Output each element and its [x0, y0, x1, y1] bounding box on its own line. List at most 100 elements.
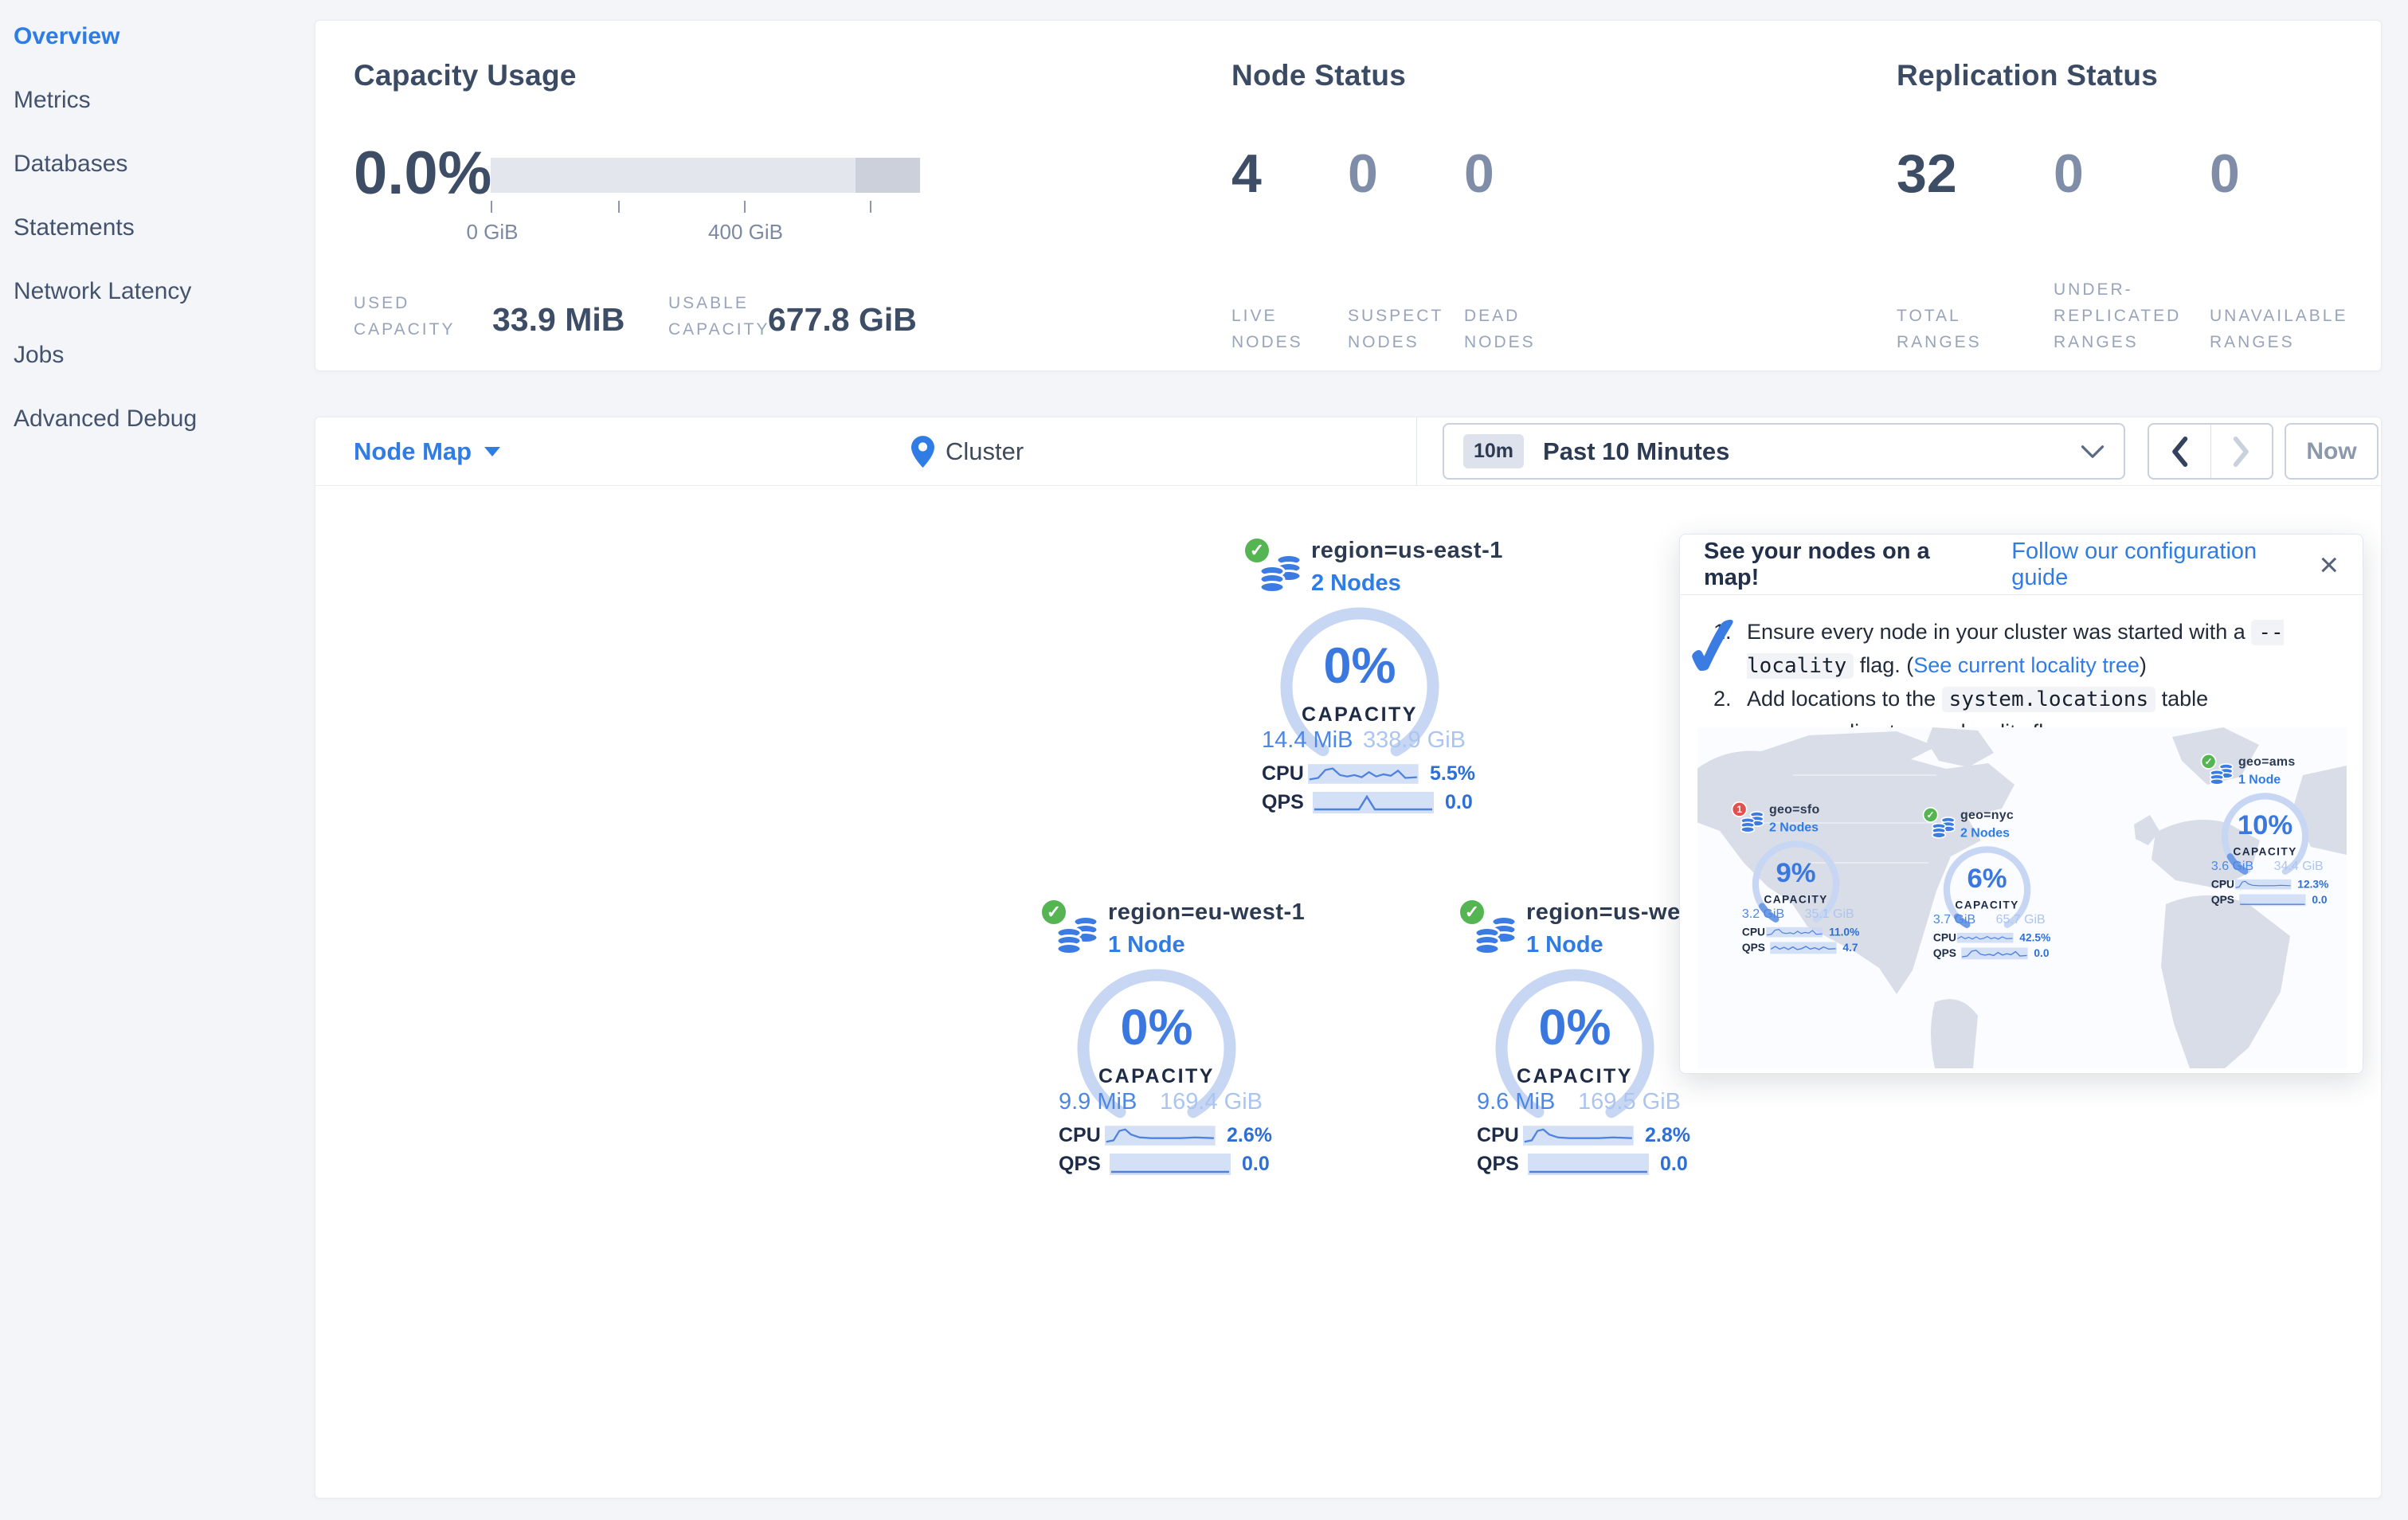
capacity-axis-tick: [744, 201, 746, 213]
region-nodes-link: 2 Nodes: [1769, 820, 1819, 835]
capacity-percent-value: 6%: [1967, 863, 2007, 894]
capacity-usage-title: Capacity Usage: [354, 59, 577, 92]
step-text: ): [2139, 653, 2147, 677]
region-title: geo=nyc: [1960, 808, 2014, 822]
time-range-dropdown[interactable]: 10m Past 10 Minutes: [1443, 423, 2125, 480]
sidebar: Overview Metrics Databases Statements Ne…: [0, 0, 315, 1520]
cpu-sparkline: [1765, 926, 1823, 938]
capacity-percent-value: 9%: [1776, 857, 1816, 888]
region-card-us-west-1: region=us-west-1 1 Node 0% CAPACITY 9.6 …: [1447, 898, 1723, 1178]
used-capacity: 9.6 MiB: [1477, 1089, 1556, 1115]
qps-sparkline: [1528, 1154, 1649, 1175]
region-card-eu-west-1: region=eu-west-1 1 Node 0% CAPACITY 9.9 …: [1028, 898, 1305, 1178]
view-mode-dropdown[interactable]: Node Map: [354, 417, 501, 485]
total-capacity: 169.5 GiB: [1578, 1089, 1681, 1115]
node-status-title: Node Status: [1231, 59, 1407, 92]
sidebar-item-advanced-debug[interactable]: Advanced Debug: [14, 405, 198, 432]
used-capacity: 9.9 MiB: [1059, 1089, 1137, 1115]
live-nodes-label: LIVE NODES: [1231, 307, 1303, 351]
time-forward-button[interactable]: [2210, 425, 2273, 478]
example-node-map-preview: 1 geo=sfo 2 Nodes 9% CAPACITY: [1697, 727, 2347, 1068]
sidebar-item-metrics[interactable]: Metrics: [14, 87, 91, 113]
locality-tree-link[interactable]: See current locality tree: [1913, 653, 2140, 677]
sidebar-item-jobs[interactable]: Jobs: [14, 342, 65, 368]
region-card-us-east-1: region=us-east-1 2 Nodes 0% CAPACITY 14.…: [1231, 536, 1502, 817]
suspect-nodes-stat: 0 SUSPECT NODES: [1348, 147, 1464, 355]
sidebar-item-network-latency[interactable]: Network Latency: [14, 278, 192, 304]
step-text: Ensure every node in your cluster was st…: [1747, 620, 2252, 644]
under-replicated-ranges-value: 0: [2054, 143, 2084, 204]
breadcrumb-label: Cluster: [946, 437, 1024, 465]
cpu-value: 2.8%: [1645, 1124, 1690, 1146]
capacity-label: CAPACITY: [1302, 703, 1418, 726]
cpu-label: CPU: [1741, 926, 1765, 938]
capacity-gauge: 9% CAPACITY: [1745, 838, 1846, 926]
tooltip-title: See your nodes on a map!: [1704, 538, 1930, 590]
qps-value: 4.7: [1842, 942, 1858, 954]
cpu-label: CPU: [1477, 1124, 1519, 1146]
geo-card-sfo: 1 geo=sfo 2 Nodes 9% CAPACITY: [1725, 801, 1870, 956]
suspect-nodes-label: SUSPECT NODES: [1348, 307, 1443, 351]
qps-value: 0.0: [2034, 947, 2050, 960]
status-ok-icon: [1458, 898, 1486, 926]
world-map: [1697, 727, 2347, 1068]
capacity-label: CAPACITY: [1955, 899, 2019, 911]
cpu-value: 11.0%: [1829, 926, 1860, 938]
time-range-badge: 10m: [1463, 434, 1525, 468]
capacity-gauge: 0% CAPACITY: [1065, 965, 1248, 1124]
live-nodes-stat: 4 LIVE NODES: [1231, 147, 1348, 355]
chevron-down-icon: [484, 446, 501, 456]
qps-label: QPS: [1059, 1153, 1101, 1175]
qps-value: 0.0: [1660, 1153, 1688, 1175]
region-nodes-link[interactable]: 1 Node: [1526, 932, 1603, 958]
region-title: region=us-east-1: [1311, 538, 1503, 563]
capacity-percent: 0.0%: [354, 139, 492, 207]
qps-sparkline: [1110, 1154, 1231, 1175]
cpu-label: CPU: [1932, 931, 1956, 944]
capacity-percent-value: 0%: [1538, 1000, 1611, 1056]
close-icon[interactable]: ×: [2319, 545, 2339, 583]
status-ok-icon: [2200, 754, 2217, 770]
now-button[interactable]: Now: [2285, 423, 2379, 480]
breadcrumb-cluster[interactable]: Cluster: [911, 417, 1024, 485]
qps-value: 0.0: [1242, 1153, 1270, 1175]
region-nodes-link[interactable]: 1 Node: [1108, 932, 1185, 958]
region-nodes-link[interactable]: 2 Nodes: [1311, 570, 1401, 596]
chevron-right-icon: [2233, 436, 2249, 467]
chevron-left-icon: [2172, 436, 2188, 467]
capacity-label: CAPACITY: [1098, 1065, 1215, 1087]
sidebar-item-statements[interactable]: Statements: [14, 214, 135, 241]
unavailable-ranges-stat: 0 UNAVAILABLE RANGES: [2210, 147, 2369, 355]
unavailable-ranges-label: UNAVAILABLE RANGES: [2210, 307, 2348, 351]
capacity-percent-value: 10%: [2237, 809, 2293, 840]
capacity-percent-value: 0%: [1120, 1000, 1193, 1056]
cluster-stats-panel: Capacity Usage 0.0% 0 GiB 400 GiB USED C…: [315, 20, 2382, 371]
total-capacity: 34.4 GiB: [2273, 859, 2324, 873]
cpu-value: 5.5%: [1430, 762, 1475, 785]
capacity-label: CAPACITY: [1764, 893, 1828, 906]
step-number: 1.: [1713, 620, 1732, 644]
sidebar-item-overview[interactable]: Overview: [14, 23, 120, 49]
sidebar-item-databases[interactable]: Databases: [14, 151, 128, 177]
time-back-button[interactable]: [2149, 425, 2210, 478]
qps-label: QPS: [1262, 791, 1304, 813]
capacity-label: CAPACITY: [2233, 845, 2297, 858]
node-map-toolbar: Node Map Cluster 10m Past 10 Minutes: [315, 417, 2381, 486]
time-step-buttons: [2148, 423, 2273, 480]
used-capacity: 3.2 GiB: [1741, 907, 1785, 921]
used-capacity: 14.4 MiB: [1262, 727, 1353, 753]
usable-capacity-label: USABLE CAPACITY: [668, 294, 770, 339]
view-mode-label: Node Map: [354, 437, 472, 465]
replication-status-title: Replication Status: [1897, 59, 2159, 92]
qps-sparkline: [1961, 947, 2028, 960]
cpu-sparkline: [1308, 764, 1419, 784]
time-range-label: Past 10 Minutes: [1543, 437, 1730, 465]
suspect-nodes-value: 0: [1348, 143, 1378, 204]
qps-label: QPS: [1932, 947, 1956, 960]
capacity-axis-label-400: 400 GiB: [708, 220, 783, 244]
dead-nodes-label: DEAD NODES: [1464, 307, 1536, 351]
region-title: geo=sfo: [1769, 802, 1820, 817]
configuration-guide-link[interactable]: Follow our configuration guide: [2011, 538, 2257, 590]
cpu-label: CPU: [2210, 878, 2234, 891]
